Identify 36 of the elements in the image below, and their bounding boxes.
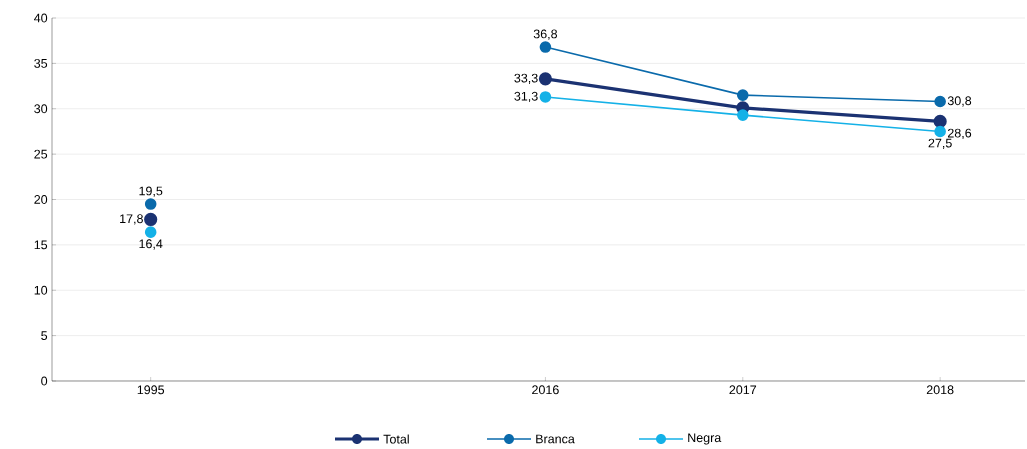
point xyxy=(144,212,158,227)
point xyxy=(538,72,553,86)
x-tick-label: 1995 xyxy=(137,385,165,395)
point xyxy=(144,198,157,210)
y-tick-label: 0 xyxy=(41,376,48,386)
y-tick-label: 30 xyxy=(34,104,48,114)
y-tick-label: 15 xyxy=(34,240,48,250)
point xyxy=(539,91,552,103)
data-label: 36,8 xyxy=(533,29,558,40)
y-tick-label: 35 xyxy=(34,58,48,68)
legend-label: Negra xyxy=(688,433,722,445)
data-label: 27,5 xyxy=(928,138,952,149)
x-tick-label: 2017 xyxy=(729,385,757,395)
point xyxy=(736,109,749,121)
y-tick-label: 40 xyxy=(34,13,48,23)
y-tick-label: 5 xyxy=(41,331,48,340)
data-label: 16,4 xyxy=(139,239,163,250)
data-label: 33,3 xyxy=(514,73,538,84)
point xyxy=(736,89,749,101)
y-tick-label: 25 xyxy=(34,149,48,159)
point xyxy=(934,125,946,138)
x-tick-label: 2018 xyxy=(926,385,954,395)
data-label: 17,8 xyxy=(120,214,143,225)
y-tick-label: 20 xyxy=(34,195,48,204)
data-label: 28,6 xyxy=(947,128,972,139)
legend-label: Total xyxy=(383,434,409,444)
x-tick-label: 2016 xyxy=(532,385,559,395)
legend-label: Branca xyxy=(536,434,575,444)
point xyxy=(144,226,157,238)
data-label: 31,3 xyxy=(514,91,538,103)
data-label: 30,8 xyxy=(947,96,972,107)
y-tick-label: 10 xyxy=(34,285,48,295)
point xyxy=(933,114,947,129)
point xyxy=(539,41,552,53)
data-label: 19,5 xyxy=(139,186,163,197)
point xyxy=(934,95,946,108)
